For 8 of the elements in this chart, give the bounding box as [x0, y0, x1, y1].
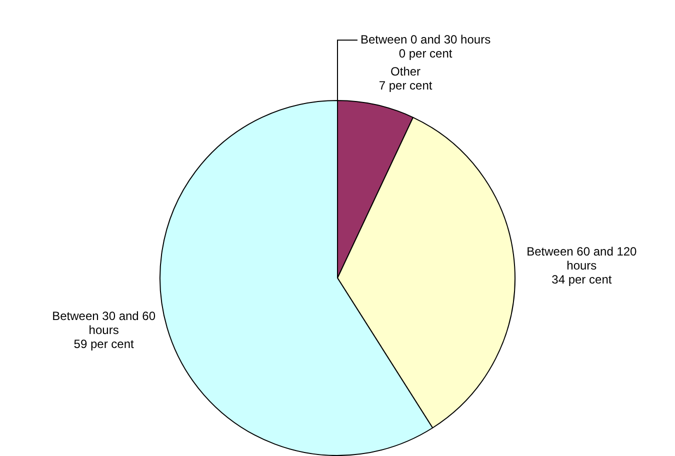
data-label: 59 per cent [74, 337, 134, 352]
slice-label: Other [390, 64, 421, 78]
data-label: 34 per cent [552, 272, 612, 286]
category-label: Between 0 and 30 hours [360, 32, 491, 46]
text: 0 per cent [398, 46, 452, 60]
data-label: 7 per cent [378, 78, 433, 92]
slice-label: Between 30 and 60 hours [52, 309, 156, 338]
slice-label: Between 60 and 120 hours [526, 244, 638, 272]
